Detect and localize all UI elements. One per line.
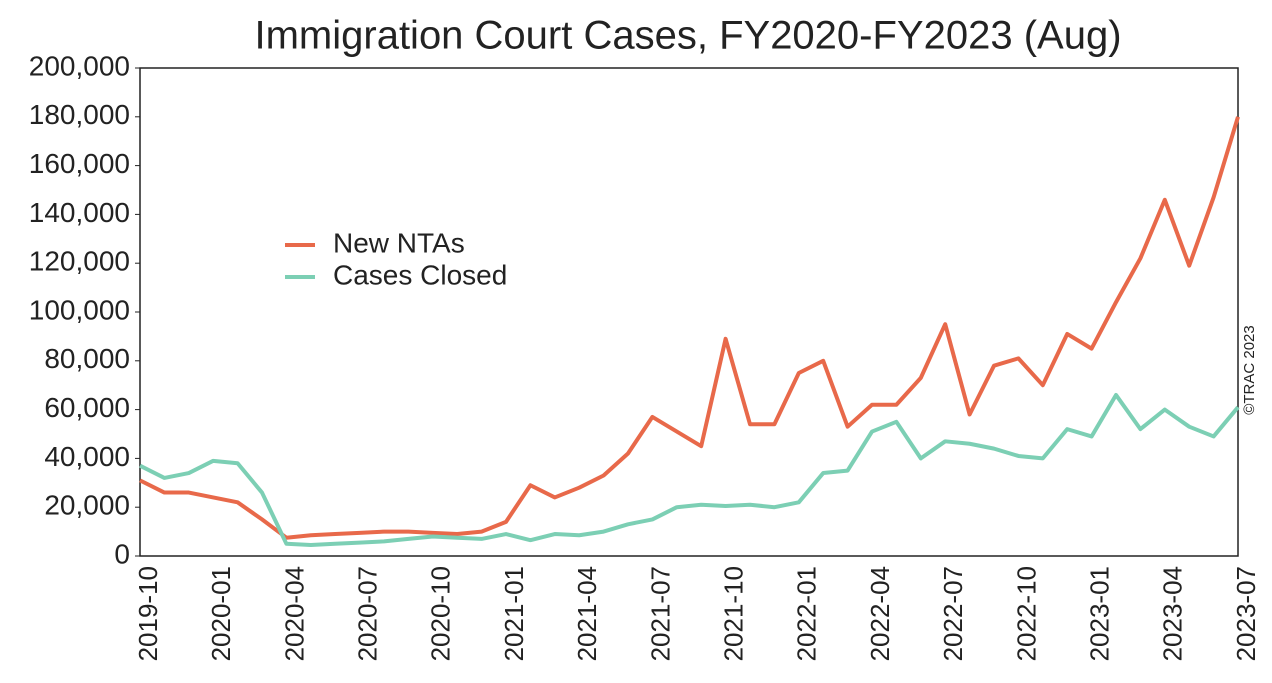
legend-label: New NTAs: [333, 227, 465, 258]
y-tick-label: 60,000: [44, 392, 130, 423]
y-tick-label: 80,000: [44, 343, 130, 374]
series-line: [139, 116, 1240, 540]
y-tick-label: 200,000: [29, 50, 130, 81]
x-tick-label: 2020-10: [426, 566, 456, 661]
x-tick-label: 2021-04: [572, 566, 602, 661]
x-tick-label: 2020-01: [206, 566, 236, 661]
x-tick-label: 2021-10: [718, 566, 748, 661]
x-tick-label: 2021-07: [645, 566, 675, 661]
x-tick-label: 2022-01: [792, 566, 822, 661]
plot-frame: [139, 67, 1239, 557]
x-tick-label: 2022-10: [1011, 566, 1041, 661]
x-tick-label: 2022-04: [865, 566, 895, 661]
x-tick-label: 2020-07: [352, 566, 382, 661]
x-tick-label: 2021-01: [499, 566, 529, 661]
series-line: [139, 392, 1240, 548]
y-tick-label: 160,000: [29, 148, 130, 179]
chart-title: Immigration Court Cases, FY2020-FY2023 (…: [254, 14, 1121, 58]
y-tick-label: 140,000: [29, 197, 130, 228]
x-tick-label: 2020-04: [279, 566, 309, 661]
x-tick-label: 2023-01: [1084, 566, 1114, 661]
x-tick-label: 2019-10: [133, 566, 163, 661]
x-tick-label: 2023-07: [1231, 566, 1261, 661]
y-tick-label: 120,000: [29, 246, 130, 277]
x-tick-label: 2022-07: [938, 566, 968, 661]
y-tick-label: 0: [114, 538, 130, 569]
y-tick-label: 100,000: [29, 294, 130, 325]
y-tick-label: 20,000: [44, 490, 130, 521]
legend-label: Cases Closed: [333, 259, 507, 290]
y-tick-label: 180,000: [29, 99, 130, 130]
y-tick-label: 40,000: [44, 441, 130, 472]
x-tick-label: 2023-04: [1158, 566, 1188, 661]
watermark: ©TRAC 2023: [1241, 325, 1258, 414]
